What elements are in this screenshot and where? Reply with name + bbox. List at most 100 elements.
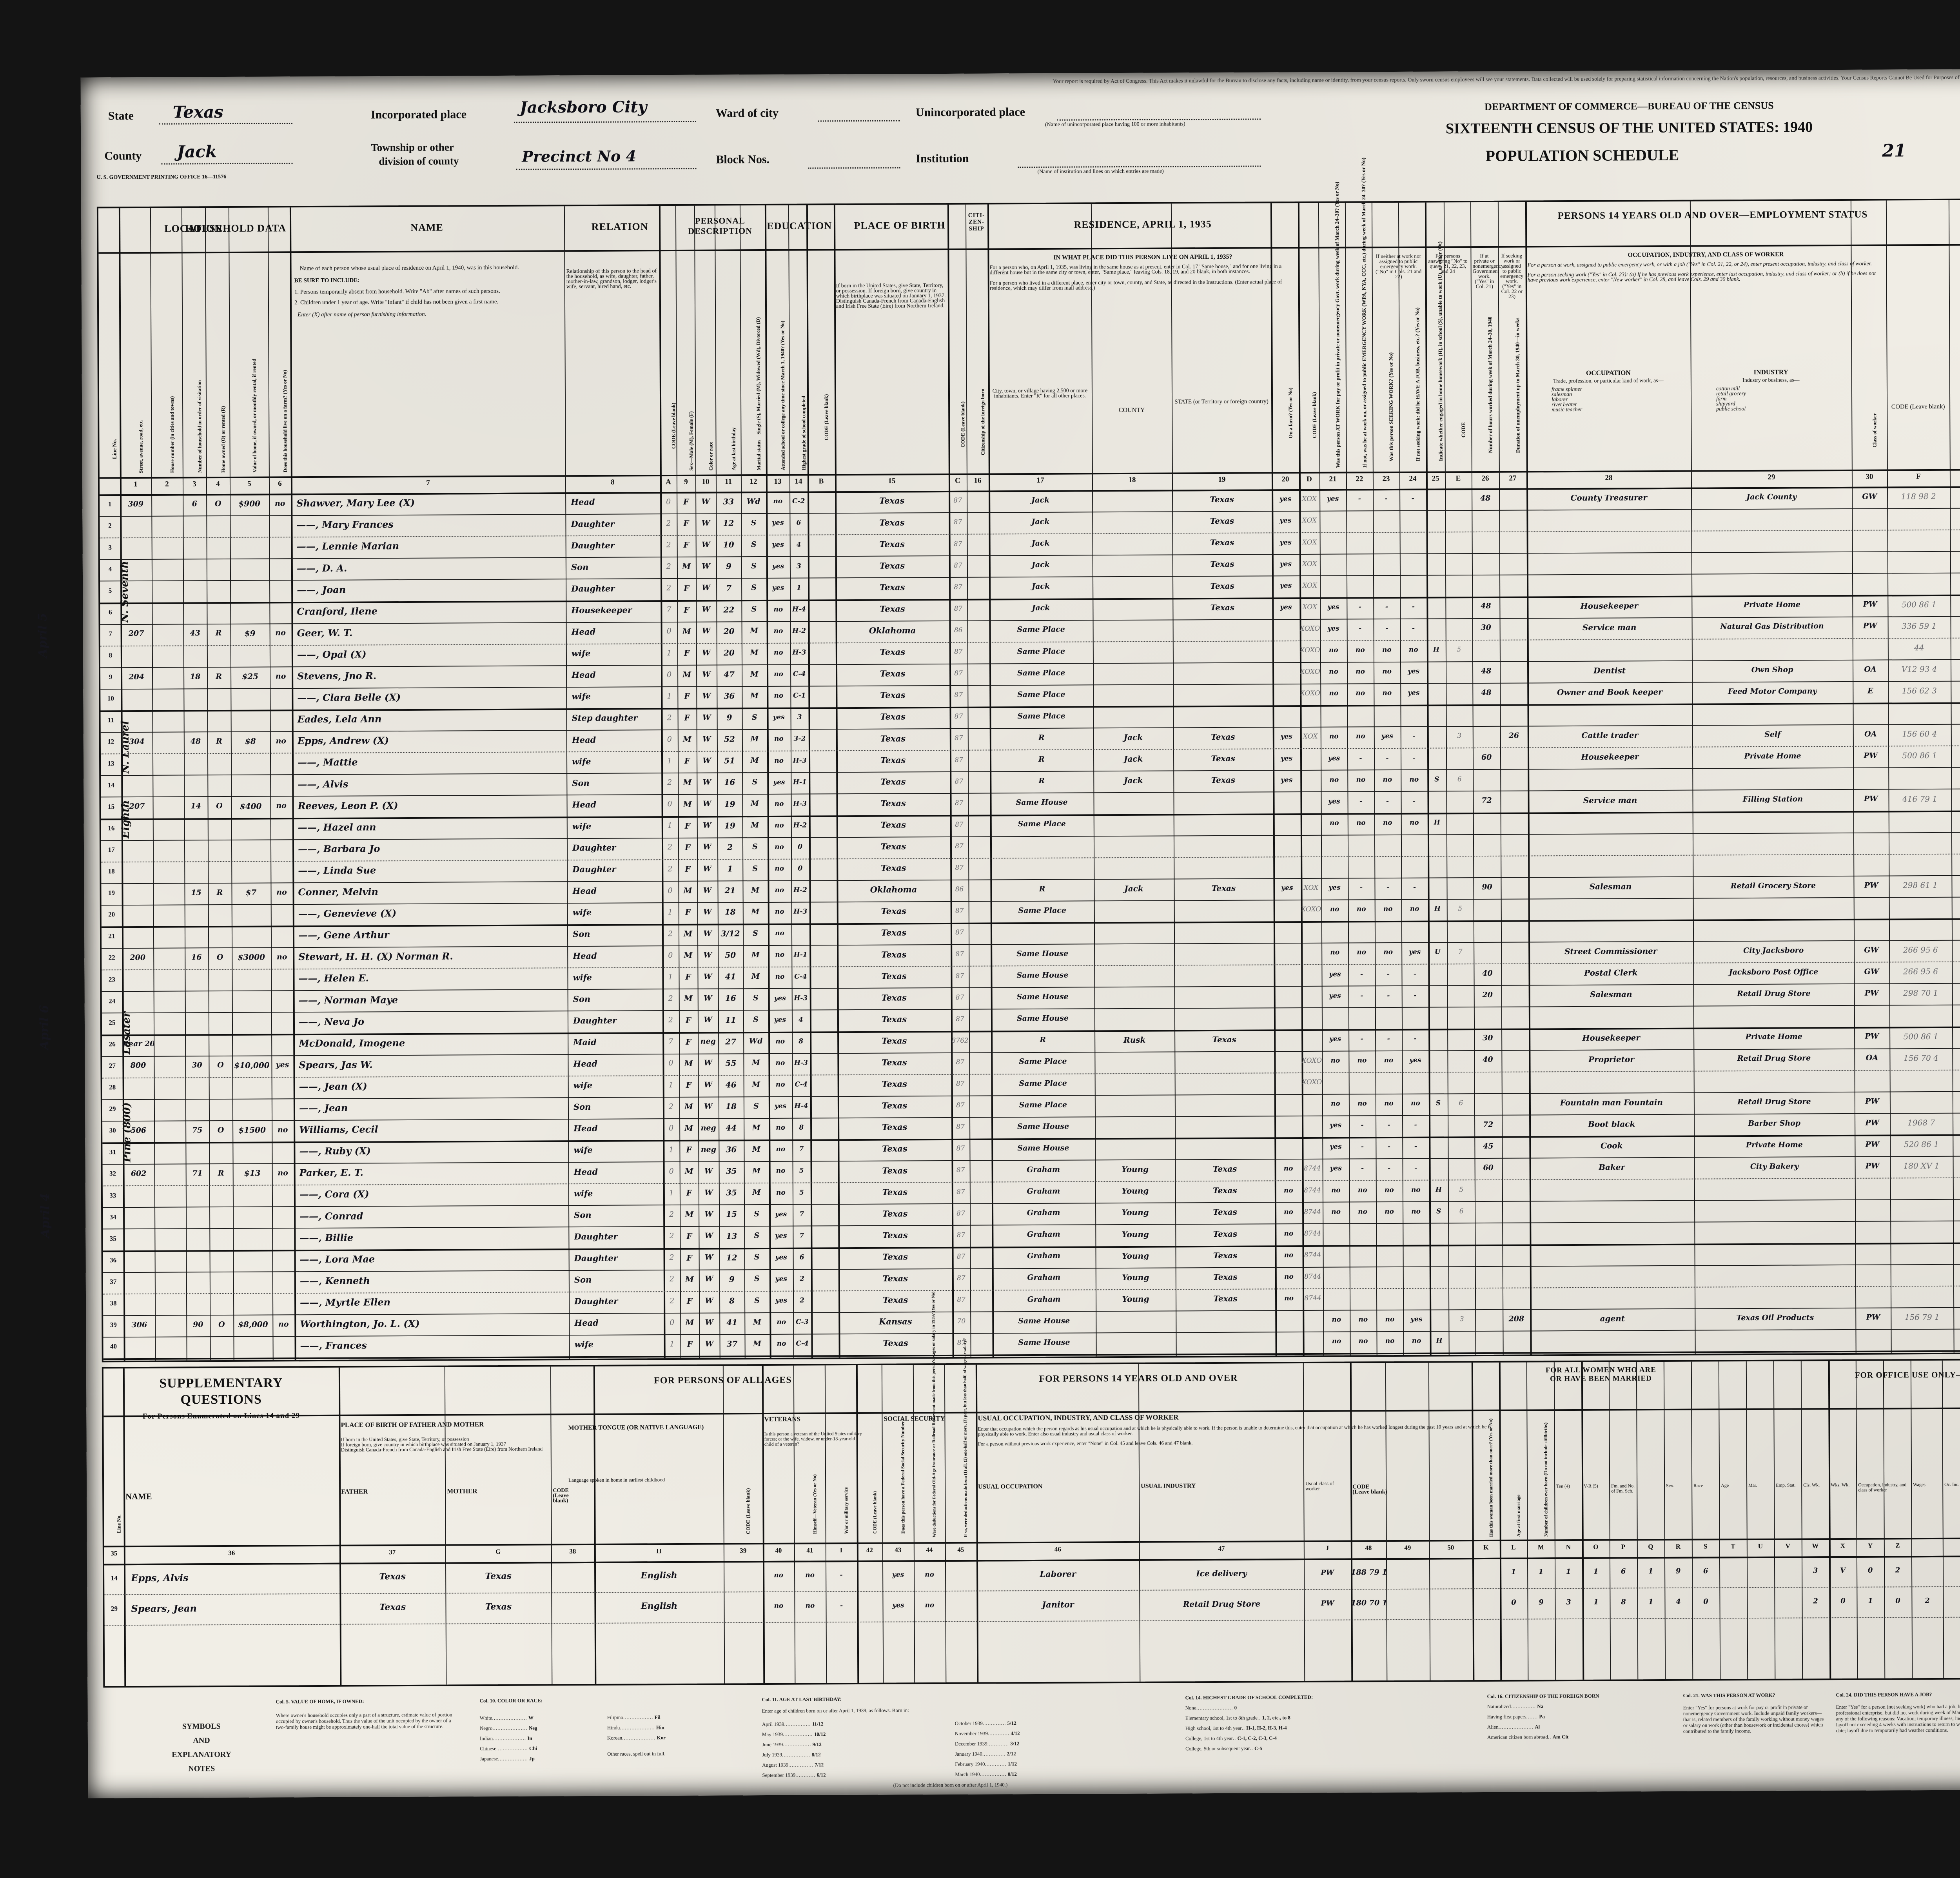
table-cell: 8744 <box>1304 1208 1321 1216</box>
date-margin-flag: April 6 <box>37 1005 52 1050</box>
ward-label: Ward of city <box>715 106 779 120</box>
table-cell: Oklahoma <box>870 884 917 895</box>
table-cell: - <box>1414 1034 1417 1043</box>
table-cell: 8744 <box>1304 1186 1321 1194</box>
table-cell: ——, Helen E. <box>298 972 369 984</box>
table-cell: F <box>686 1296 693 1306</box>
table-cell: 48 <box>1481 602 1491 611</box>
table-cell: no <box>1358 1207 1367 1216</box>
table-cell: W <box>704 1015 712 1024</box>
supp-table-cell: Epps, Alvis <box>131 1572 189 1584</box>
column-header: If born in the United States, give State… <box>836 282 946 310</box>
table-cell: Jack <box>1123 754 1143 764</box>
table-cell: 0 <box>670 1318 675 1327</box>
table-cell: Housekeeper <box>1582 1032 1640 1043</box>
line-number: 7 <box>109 630 112 638</box>
table-cell: 4 <box>796 541 801 549</box>
table-cell: 7 <box>799 1145 804 1153</box>
table-cell: 156 62 3 <box>1902 686 1937 696</box>
table-cell: no <box>274 499 285 508</box>
table-cell: H-2 <box>793 821 807 829</box>
supp-column-number: J <box>1325 1544 1329 1552</box>
table-cell: yes <box>775 1210 787 1218</box>
supp-column-number: Z <box>1895 1542 1900 1550</box>
table-cell: no <box>773 648 783 657</box>
table-cell: Head <box>572 670 596 680</box>
table-cell: Head <box>571 497 595 507</box>
table-cell: 87 <box>956 1274 965 1282</box>
table-cell: 6 <box>1459 1099 1463 1107</box>
table-cell: M <box>750 799 759 808</box>
table-cell: - <box>1358 603 1361 611</box>
table-cell: 1 <box>667 821 672 830</box>
column-number: 26 <box>1481 474 1489 483</box>
supp-column-header: Race <box>1693 1482 1703 1488</box>
table-cell: Texas Oil Products <box>1736 1313 1814 1322</box>
supp-column-number: Q <box>1648 1543 1653 1551</box>
table-cell: 2 <box>666 562 671 571</box>
table-cell: Daughter <box>574 1253 618 1263</box>
supp-table-cell: no <box>774 1602 784 1610</box>
table-cell: 40 <box>1483 1055 1493 1064</box>
table-cell: XOXO <box>1299 624 1320 633</box>
table-cell: S <box>751 540 757 549</box>
supp-table-cell: 1 <box>1648 1567 1653 1576</box>
table-cell: ——, Lennie Marian <box>296 540 399 552</box>
table-cell: 87 <box>956 1145 965 1153</box>
table-cell: Conner, Melvin <box>298 886 378 898</box>
table-cell: $1500 <box>238 1125 266 1135</box>
supp-column-number: Y <box>1867 1542 1873 1550</box>
table-cell: Texas <box>1210 538 1234 548</box>
table-cell: no <box>774 735 784 743</box>
supp-table-cell: English <box>641 1601 678 1611</box>
table-cell: Retail Drug Store <box>1737 989 1811 998</box>
table-cell: - <box>1414 991 1417 1000</box>
supp-line-number: 14 <box>1943 1564 1960 1574</box>
table-cell: W <box>704 1188 713 1197</box>
table-cell: W <box>702 778 711 787</box>
table-cell: no <box>1329 733 1339 741</box>
supp-table-cell: 0 <box>1867 1566 1873 1575</box>
table-cell: Service man <box>1583 795 1637 805</box>
column-number: 27 <box>1509 474 1517 483</box>
table-cell: PW <box>1865 1032 1879 1041</box>
supp-table-cell: 6 <box>1703 1567 1708 1575</box>
supp-column-header: Were deductions for Federal Old-Age Insu… <box>931 1291 937 1538</box>
table-cell: yes <box>1279 560 1292 568</box>
supp-column-number: I <box>840 1546 843 1554</box>
table-cell: 48 <box>1481 666 1492 675</box>
line-number: 37 <box>110 1278 117 1286</box>
table-cell: 8744 <box>1304 1229 1321 1237</box>
table-cell: ——, Hazel ann <box>298 821 376 833</box>
table-cell: O <box>214 499 221 508</box>
table-cell: 47 <box>724 670 735 679</box>
table-cell: M <box>683 799 692 809</box>
table-cell: 7 <box>1950 600 1960 608</box>
table-cell: - <box>1386 754 1389 762</box>
table-cell: 22 <box>723 604 735 615</box>
table-cell: no <box>776 1145 786 1154</box>
table-cell: 3 <box>1457 732 1462 740</box>
table-cell: yes <box>1281 776 1293 784</box>
table-cell: yes <box>1410 1315 1423 1323</box>
table-cell: 118 98 2 <box>1901 492 1936 501</box>
table-cell: no <box>1356 689 1365 697</box>
table-cell: 52 <box>1953 1140 1960 1148</box>
table-cell: O <box>216 802 223 811</box>
table-cell: ——, Norman Maye <box>298 994 398 1006</box>
table-cell: ——, Mattie <box>298 756 358 768</box>
column-header: Marital status—Single (S), Married (M), … <box>755 317 762 471</box>
table-cell: 7 <box>799 1232 804 1240</box>
group-header: CITI- ZEN- SHIP <box>968 212 985 232</box>
table-cell: 90 <box>1482 882 1492 891</box>
table-cell: 87 <box>956 1123 965 1131</box>
supp-column-number: 36 <box>228 1549 235 1557</box>
column-header: Attended school or college any time sinc… <box>779 321 786 470</box>
table-cell: no <box>1410 1099 1420 1107</box>
unincorporated-note: (Name of unincorporated place having 100… <box>1045 121 1185 128</box>
table-cell: Daughter <box>571 519 615 529</box>
table-cell: Proprietor <box>1588 1054 1634 1064</box>
table-cell: 36 <box>726 1145 737 1154</box>
table-cell: 50 <box>725 950 736 960</box>
table-cell: - <box>1414 1121 1417 1129</box>
